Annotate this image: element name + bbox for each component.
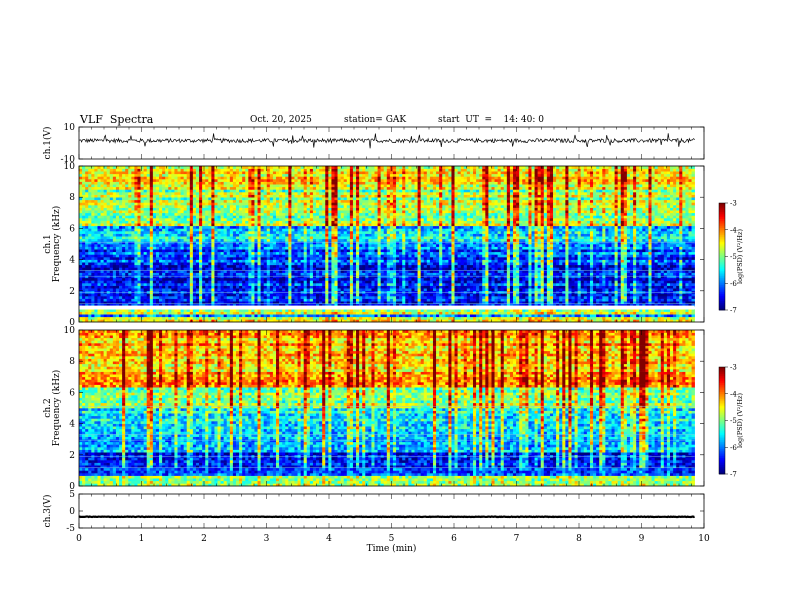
ch1-spectrogram — [79, 166, 695, 323]
ch3-ytick-label: -5 — [66, 524, 75, 534]
ch2-colorbar-label: log(PSD) (V²/Hz) — [736, 393, 744, 448]
ch1-ytick-label: 10 — [64, 123, 76, 133]
ch1-ytick-label: 10 — [64, 162, 76, 172]
ch1-colorbar-tick-label: -5 — [730, 253, 737, 261]
xtick-label: 5 — [389, 534, 395, 544]
start-time-label: start UT = 14: 40: 0 — [438, 115, 544, 125]
ch1-colorbar-tick-label: -4 — [730, 226, 737, 234]
ch1-ytick-label: -10 — [61, 155, 76, 165]
ch2-ylabel-0: ch.2 — [43, 398, 53, 417]
date-label: Oct. 20, 2025 — [250, 115, 312, 125]
ch3-waveform-line — [78, 515, 695, 519]
ch2-ytick-label: 0 — [69, 482, 75, 492]
ch2-ytick-label: 4 — [69, 420, 75, 430]
ch1-ytick-label: 0 — [69, 318, 75, 328]
ch2-ylabel-1: Frequency (kHz) — [51, 370, 62, 447]
ch3-ytick-label: 0 — [69, 507, 75, 517]
ch2-colorbar-tick-label: -6 — [730, 444, 737, 452]
ch1-colorbar-tick-label: -6 — [730, 280, 737, 288]
ch1-ylabel-0: ch.1 — [43, 234, 53, 253]
ch2-ytick-label: 6 — [69, 388, 75, 398]
xtick-label: 1 — [139, 534, 145, 544]
ch1-ytick-label: 6 — [69, 224, 75, 234]
ch1-colorbar-tick-label: -3 — [730, 200, 737, 208]
xtick-label: 6 — [451, 534, 457, 544]
xtick-label: 0 — [76, 534, 82, 544]
page-title: VLF Spectra — [80, 113, 153, 126]
ch1-colorbar — [718, 202, 726, 311]
x-axis-label: Time (min) — [367, 543, 417, 554]
ch2-colorbar-tick-label: -4 — [730, 390, 737, 398]
xtick-label: 7 — [514, 534, 520, 544]
ch2-colorbar-tick-label: -5 — [730, 417, 737, 425]
ch2-ytick-label: 2 — [69, 451, 75, 461]
xtick-label: 4 — [326, 534, 332, 544]
ch3-waveform-frame — [78, 493, 705, 529]
xtick-label: 8 — [576, 534, 582, 544]
ch1-ytick-label: 8 — [69, 193, 75, 203]
ch1-waveform-line — [78, 133, 695, 149]
xtick-label: 9 — [639, 534, 645, 544]
station-label: station= GAK — [344, 115, 406, 125]
ch1-ytick-label: 4 — [69, 256, 75, 266]
ch2-colorbar — [718, 366, 726, 475]
ch3-ylabel: ch.3(V) — [42, 495, 53, 528]
ch1-ylabel: ch.1(V) — [42, 127, 53, 160]
ch2-ytick-label: 10 — [64, 326, 76, 336]
ch1-colorbar-tick-label: -7 — [730, 307, 737, 315]
ch2-colorbar-tick-label: -7 — [730, 471, 737, 479]
ch3-ytick-label: 5 — [69, 490, 75, 500]
xtick-label: 2 — [201, 534, 207, 544]
ch1-ylabel-1: Frequency (kHz) — [51, 206, 62, 283]
xtick-label: 10 — [698, 534, 710, 544]
ch2-ytick-label: 8 — [69, 357, 75, 367]
ch1-ytick-label: 2 — [69, 287, 75, 297]
ch2-colorbar-tick-label: -3 — [730, 364, 737, 372]
ch1-colorbar-label: log(PSD) (V²/Hz) — [736, 229, 744, 284]
ch2-spectrogram — [79, 330, 695, 487]
xtick-label: 3 — [264, 534, 270, 544]
